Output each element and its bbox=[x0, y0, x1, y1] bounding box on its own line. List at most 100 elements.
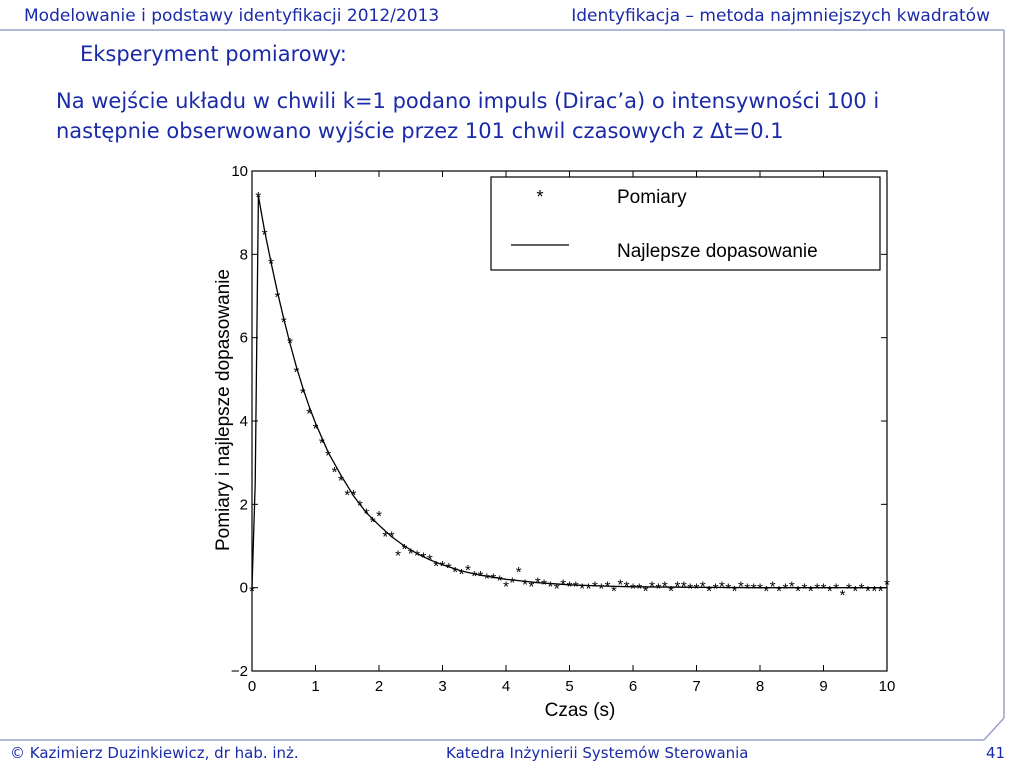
measurement-point: * bbox=[789, 579, 795, 596]
measurement-point: * bbox=[294, 364, 300, 381]
x-tick-label: 10 bbox=[879, 678, 896, 695]
measurement-point: * bbox=[865, 583, 871, 600]
y-tick-label: 8 bbox=[240, 246, 248, 263]
measurement-point: * bbox=[287, 335, 293, 352]
y-tick-label: −2 bbox=[231, 663, 248, 680]
measurement-point: * bbox=[313, 420, 319, 437]
measurement-point: * bbox=[281, 314, 287, 331]
x-tick-label: 4 bbox=[502, 678, 510, 695]
legend-label-measurements: Pomiary bbox=[617, 187, 687, 208]
measurement-point: * bbox=[884, 577, 890, 594]
measurement-point: * bbox=[274, 289, 280, 306]
measurement-point: * bbox=[770, 579, 776, 596]
measurement-point: * bbox=[414, 547, 420, 564]
measurement-point: * bbox=[878, 583, 884, 600]
measurement-point: * bbox=[300, 385, 306, 402]
measurement-point: * bbox=[427, 552, 433, 569]
y-tick-label: 4 bbox=[240, 413, 248, 430]
measurement-point: * bbox=[548, 579, 554, 596]
slide-description: Na wejście układu w chwili k=1 podano im… bbox=[56, 89, 880, 143]
measurement-point: * bbox=[440, 558, 446, 575]
measurement-point: * bbox=[452, 564, 458, 581]
measurement-point: * bbox=[389, 529, 395, 546]
measurement-point: * bbox=[567, 579, 573, 596]
measurement-point: * bbox=[649, 579, 655, 596]
measurement-point: * bbox=[738, 579, 744, 596]
measurement-point: * bbox=[598, 581, 604, 598]
measurement-point: * bbox=[459, 566, 465, 583]
y-tick-label: 10 bbox=[231, 163, 248, 180]
frame-corner bbox=[983, 717, 1005, 741]
measurement-point: * bbox=[484, 570, 490, 587]
measurement-point: * bbox=[706, 583, 712, 600]
legend-marker-star: * bbox=[536, 187, 543, 207]
measurement-point: * bbox=[636, 581, 642, 598]
measurement-point: * bbox=[382, 529, 388, 546]
measurement-point: * bbox=[541, 577, 547, 594]
measurement-point: * bbox=[401, 541, 407, 558]
measurement-point: * bbox=[624, 579, 630, 596]
footer-department: Katedra Inżynierii Systemów Sterowania bbox=[446, 744, 749, 762]
measurement-point: * bbox=[395, 547, 401, 564]
measurement-point: * bbox=[516, 564, 522, 581]
measurement-point: * bbox=[630, 581, 636, 598]
measurement-point: * bbox=[675, 579, 681, 596]
measurement-point: * bbox=[344, 487, 350, 504]
y-tick-label: 6 bbox=[240, 330, 248, 347]
measurement-point: * bbox=[782, 581, 788, 598]
measurement-point: * bbox=[579, 581, 585, 598]
measurement-point: * bbox=[744, 581, 750, 598]
measurement-point: * bbox=[681, 579, 687, 596]
measurement-point: * bbox=[605, 579, 611, 596]
measurement-point: * bbox=[408, 545, 414, 562]
measurement-point: * bbox=[655, 581, 661, 598]
slide-header: Modelowanie i podstawy identyfikacji 201… bbox=[0, 0, 1024, 30]
measurement-point: * bbox=[662, 579, 668, 596]
measurement-point: * bbox=[611, 583, 617, 600]
measurement-point: * bbox=[795, 583, 801, 600]
measurement-point: * bbox=[465, 562, 471, 579]
measurement-point: * bbox=[833, 581, 839, 598]
measurement-point: * bbox=[478, 568, 484, 585]
x-tick-label: 6 bbox=[629, 678, 637, 695]
measurement-point: * bbox=[306, 406, 312, 423]
measurement-point: * bbox=[668, 583, 674, 600]
measurement-point: * bbox=[325, 447, 331, 464]
measurement-point: * bbox=[421, 549, 427, 566]
measurement-point: * bbox=[763, 583, 769, 600]
measurement-point: * bbox=[262, 227, 268, 244]
measurement-point: * bbox=[433, 558, 439, 575]
measurement-point: * bbox=[357, 497, 363, 514]
x-tick-label: 1 bbox=[311, 678, 319, 695]
section-title: Identyfikacja – metoda najmniejszych kwa… bbox=[571, 6, 990, 26]
x-tick-label: 7 bbox=[692, 678, 700, 695]
measurement-point: * bbox=[827, 583, 833, 600]
legend-label-fit: Najlepsze dopasowanie bbox=[617, 241, 818, 262]
x-tick-label: 2 bbox=[375, 678, 383, 695]
measurement-point: * bbox=[490, 570, 496, 587]
measurement-point: * bbox=[586, 581, 592, 598]
y-tick-label: 0 bbox=[240, 580, 248, 597]
x-tick-label: 3 bbox=[438, 678, 446, 695]
measurement-point: * bbox=[319, 435, 325, 452]
measurement-point: * bbox=[871, 583, 877, 600]
legend-box bbox=[490, 176, 881, 271]
measurement-point: * bbox=[503, 579, 509, 596]
measurement-point: * bbox=[808, 583, 814, 600]
measurement-point: * bbox=[446, 560, 452, 577]
measurement-point: * bbox=[471, 568, 477, 585]
measurement-point: * bbox=[554, 581, 560, 598]
measurement-point: * bbox=[573, 579, 579, 596]
measurement-point: * bbox=[617, 577, 623, 594]
measurement-point: * bbox=[535, 574, 541, 591]
measurement-point: * bbox=[522, 577, 528, 594]
slide-title: Eksperyment pomiarowy: bbox=[80, 42, 347, 66]
x-tick-label: 8 bbox=[756, 678, 764, 695]
measurement-point: * bbox=[376, 508, 382, 525]
measurement-point: * bbox=[725, 581, 731, 598]
measurement-point: * bbox=[687, 581, 693, 598]
measurement-point: * bbox=[249, 583, 255, 600]
x-tick-label: 5 bbox=[565, 678, 573, 695]
